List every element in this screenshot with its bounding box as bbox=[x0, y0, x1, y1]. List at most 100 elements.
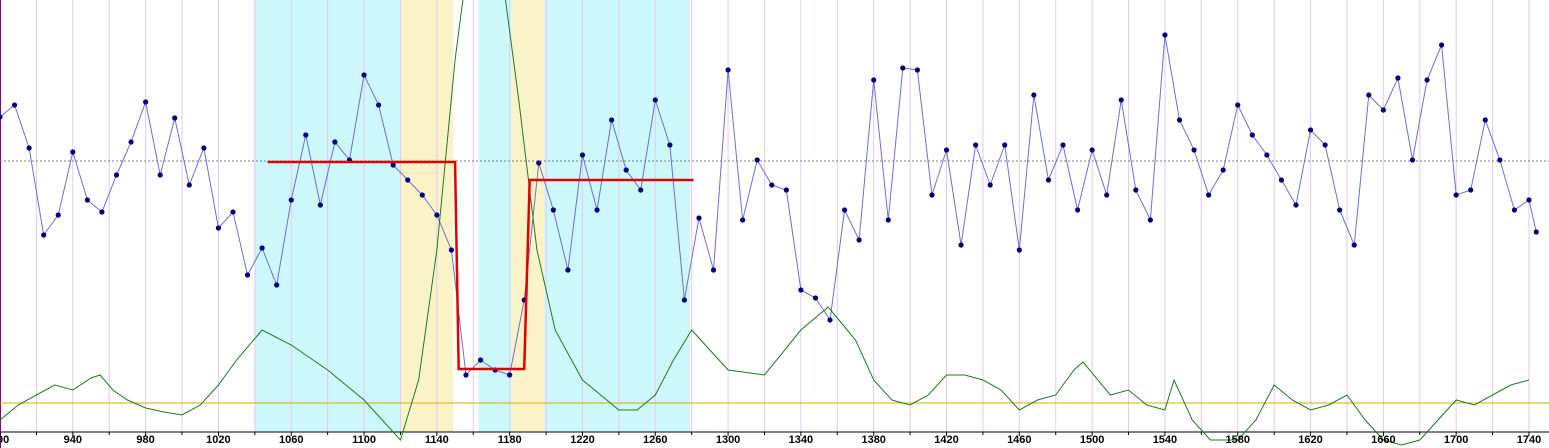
data-point bbox=[186, 182, 192, 188]
data-point bbox=[1380, 107, 1386, 113]
x-tick-label: 1620 bbox=[1298, 434, 1322, 446]
grid bbox=[0, 0, 1530, 432]
data-point bbox=[113, 172, 120, 178]
x-tick-label: 1740 bbox=[1517, 434, 1541, 446]
data-point bbox=[477, 357, 484, 363]
data-point bbox=[1439, 42, 1445, 48]
x-tick-label: 980 bbox=[136, 434, 154, 446]
data-point bbox=[856, 237, 862, 243]
x-tick-label: 1220 bbox=[570, 434, 594, 446]
data-point bbox=[973, 142, 979, 148]
data-point bbox=[1293, 202, 1299, 208]
data-point bbox=[1497, 157, 1503, 163]
data-point bbox=[681, 297, 687, 303]
data-point bbox=[1118, 97, 1124, 103]
data-point bbox=[1395, 75, 1401, 81]
data-point bbox=[696, 215, 702, 221]
data-point bbox=[958, 242, 964, 248]
data-point bbox=[230, 209, 236, 215]
data-point bbox=[1162, 32, 1168, 38]
data-point bbox=[1424, 77, 1430, 83]
data-point bbox=[99, 209, 105, 215]
data-point bbox=[1526, 197, 1532, 203]
data-point bbox=[361, 72, 367, 78]
data-point bbox=[1235, 102, 1241, 108]
x-tick-label: 1020 bbox=[206, 434, 230, 446]
data-point bbox=[448, 247, 455, 253]
data-point bbox=[885, 217, 891, 223]
shaded-region bbox=[478, 0, 512, 432]
data-point bbox=[929, 192, 935, 198]
data-point bbox=[463, 372, 469, 378]
x-tick-label: 1260 bbox=[643, 434, 667, 446]
x-tick-label: 1180 bbox=[498, 434, 522, 446]
data-point bbox=[871, 77, 877, 83]
data-point bbox=[419, 192, 425, 198]
data-point bbox=[608, 117, 615, 123]
data-point bbox=[1133, 187, 1139, 193]
data-point bbox=[1468, 187, 1474, 193]
x-tick-label: 1140 bbox=[425, 434, 449, 446]
x-axis-strip bbox=[0, 432, 1549, 448]
data-point bbox=[143, 99, 149, 105]
data-point bbox=[1089, 147, 1095, 153]
x-tick-label: 900 bbox=[0, 434, 9, 446]
data-point bbox=[1533, 229, 1539, 235]
data-point bbox=[1206, 192, 1212, 198]
data-point bbox=[172, 115, 178, 121]
data-point bbox=[434, 212, 440, 218]
data-point bbox=[70, 149, 76, 155]
x-tick-label: 1580 bbox=[1226, 434, 1250, 446]
data-point bbox=[1074, 207, 1081, 213]
data-point bbox=[84, 197, 90, 203]
data-point bbox=[1366, 92, 1372, 98]
data-point bbox=[215, 225, 222, 231]
data-point bbox=[157, 172, 163, 178]
data-point bbox=[1031, 92, 1037, 98]
data-point bbox=[1176, 117, 1183, 123]
x-tick-label: 1100 bbox=[352, 434, 376, 446]
data-point bbox=[303, 132, 309, 138]
x-tick-label: 1500 bbox=[1080, 434, 1104, 446]
data-point bbox=[550, 207, 556, 213]
data-point bbox=[1337, 207, 1343, 213]
x-tick-label: 1380 bbox=[861, 434, 885, 446]
x-tick-label: 1300 bbox=[716, 434, 740, 446]
data-point bbox=[812, 295, 819, 301]
data-point bbox=[1249, 132, 1255, 138]
data-point bbox=[1016, 247, 1022, 253]
data-point bbox=[332, 139, 338, 145]
data-point bbox=[41, 232, 47, 238]
data-point bbox=[507, 372, 513, 378]
data-point bbox=[710, 267, 717, 273]
data-point bbox=[536, 160, 542, 166]
data-point bbox=[987, 182, 993, 188]
data-point bbox=[579, 152, 586, 158]
data-point bbox=[201, 145, 207, 151]
data-point bbox=[754, 157, 760, 163]
data-point bbox=[725, 67, 731, 73]
data-point bbox=[405, 177, 411, 183]
x-tick-label: 1340 bbox=[789, 434, 813, 446]
x-tick-label: 1460 bbox=[1007, 434, 1031, 446]
data-point bbox=[667, 142, 673, 148]
data-point bbox=[1322, 142, 1328, 148]
data-point bbox=[55, 212, 61, 218]
shaded-region bbox=[544, 0, 690, 432]
data-point bbox=[827, 317, 833, 323]
data-point bbox=[914, 67, 920, 73]
data-point bbox=[1191, 147, 1197, 153]
data-point bbox=[841, 207, 848, 213]
data-point bbox=[274, 282, 280, 288]
data-point bbox=[390, 162, 396, 168]
x-tick-label: 1540 bbox=[1153, 434, 1177, 446]
shaded-region bbox=[400, 0, 454, 432]
data-point bbox=[652, 97, 658, 103]
data-point bbox=[594, 207, 600, 213]
data-point bbox=[1220, 167, 1226, 173]
data-point bbox=[244, 272, 251, 278]
data-point bbox=[1482, 117, 1488, 123]
